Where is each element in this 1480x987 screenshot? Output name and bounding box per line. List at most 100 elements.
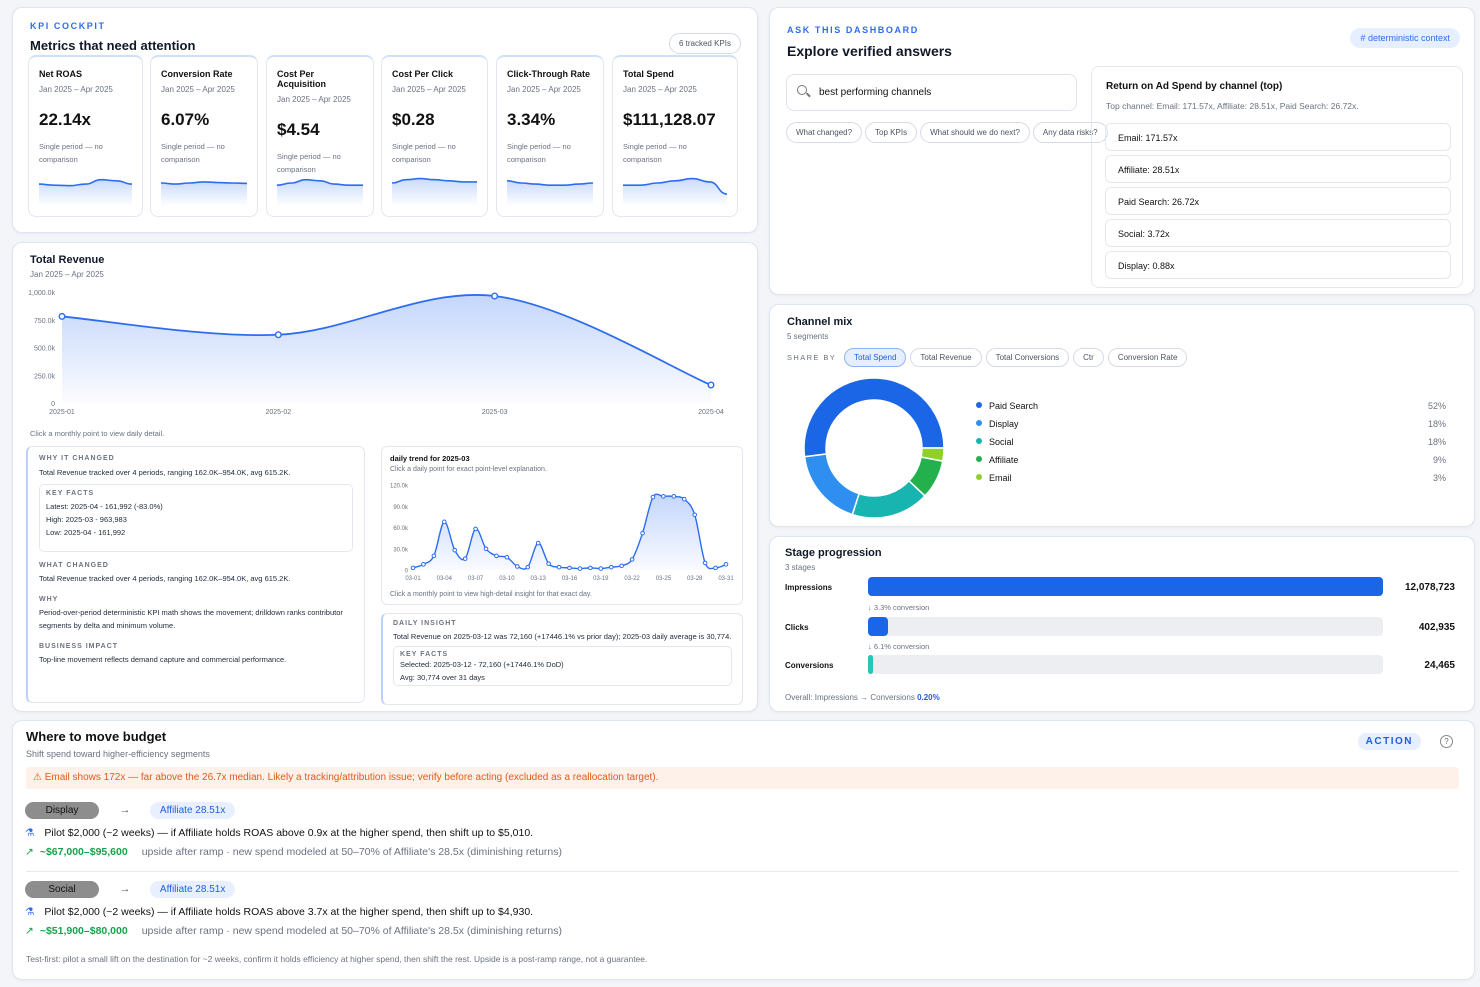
daily-point[interactable]	[702, 560, 708, 566]
suggestion-what-next[interactable]: What should we do next?	[920, 122, 1030, 143]
daily-point[interactable]	[504, 554, 510, 560]
help-icon[interactable]: ?	[1440, 735, 1453, 748]
daily-point[interactable]	[473, 526, 478, 532]
legend-item[interactable]: Social 18%	[976, 437, 1446, 447]
to-segment[interactable]: Affiliate 28.51x	[149, 802, 236, 819]
daily-subtitle: Click a daily point for exact point-leve…	[390, 466, 547, 473]
kpi-card[interactable]: Conversion Rate Jan 2025 – Apr 2025 6.07…	[150, 55, 258, 217]
daily-point[interactable]	[567, 565, 572, 571]
revenue-period: Jan 2025 – Apr 2025	[30, 270, 104, 279]
legend-dot	[976, 438, 982, 444]
daily-point[interactable]	[598, 566, 604, 571]
daily-point[interactable]	[692, 512, 698, 518]
tab-conversion-rate[interactable]: Conversion Rate	[1107, 348, 1188, 367]
stage-row[interactable]: Conversions 24,465	[785, 655, 1455, 675]
donut-slice[interactable]	[803, 453, 861, 516]
stage-track	[868, 577, 1383, 596]
answer-item[interactable]: Display: 0.88x	[1105, 251, 1451, 279]
warning-text: Email shows 172x — far above the 26.7x m…	[44, 772, 659, 783]
search-input[interactable]: best performing channels	[786, 74, 1077, 111]
kpi-card[interactable]: Cost Per Click Jan 2025 – Apr 2025 $0.28…	[381, 55, 488, 217]
stage-subtitle: 3 stages	[785, 563, 816, 572]
stage-row[interactable]: Impressions 12,078,723	[785, 577, 1455, 597]
kpi-card-title: Net ROAS	[39, 69, 83, 79]
answer-card: Return on Ad Spend by channel (top) Top …	[1091, 66, 1463, 288]
daily-point[interactable]	[619, 563, 624, 569]
stage-row[interactable]: Clicks 402,935	[785, 617, 1455, 637]
upside-line: ↗ ~$67,000–$95,600 upside after ramp · new…	[25, 846, 1425, 858]
revenue-point[interactable]	[491, 292, 499, 300]
legend-pct: 52%	[1427, 401, 1446, 411]
daily-point[interactable]	[629, 557, 635, 562]
daily-chart[interactable]: 0 30.0k 60.0k 90.0k 120.0k 03-01 03-04 03-07 03-…	[386, 480, 738, 588]
daily-point[interactable]	[442, 519, 447, 525]
daily-point[interactable]	[431, 553, 437, 559]
kpi-card-title: Total Spend	[623, 69, 674, 79]
kpi-card[interactable]: Cost Per Acquisition Jan 2025 – Apr 2025…	[266, 55, 374, 217]
daily-point[interactable]	[650, 494, 656, 500]
legend-item[interactable]: Affiliate 9%	[976, 455, 1446, 465]
suggestion-data-risks[interactable]: Any data risks?	[1032, 122, 1108, 143]
answer-item[interactable]: Social: 3.72x	[1105, 219, 1451, 247]
revenue-point[interactable]	[58, 312, 66, 320]
search-icon	[797, 85, 807, 95]
daily-point[interactable]	[577, 566, 583, 571]
daily-point[interactable]	[723, 562, 729, 567]
x-tick: 03-07	[468, 576, 484, 582]
tab-total-spend[interactable]: Total Spend	[844, 348, 907, 367]
daily-point[interactable]	[410, 565, 416, 571]
daily-point[interactable]	[483, 546, 489, 552]
legend-item[interactable]: Display 18%	[976, 419, 1446, 429]
daily-point[interactable]	[661, 494, 666, 499]
daily-point[interactable]	[546, 561, 551, 566]
suggestion-top-kpis[interactable]: Top KPIs	[865, 122, 918, 143]
kpi-card[interactable]: Click-Through Rate Jan 2025 – Apr 2025 3…	[496, 55, 604, 217]
upside-note: upside after ramp · new spend modeled at…	[141, 925, 562, 937]
donut-slice[interactable]	[920, 447, 945, 462]
daily-point[interactable]	[681, 496, 687, 502]
daily-point[interactable]	[713, 565, 718, 571]
answer-item[interactable]: Paid Search: 26.72x	[1105, 187, 1451, 215]
what-changed-label: WHAT CHANGED	[39, 562, 109, 569]
upside-value: ~$67,000–$95,600	[39, 846, 128, 858]
kpi-card[interactable]: Net ROAS Jan 2025 – Apr 2025 22.14x Sing…	[28, 55, 143, 217]
revenue-point[interactable]	[274, 331, 282, 339]
y-tick: 120.0k	[390, 484, 409, 490]
upside-note: upside after ramp · new spend modeled at…	[141, 846, 562, 858]
from-segment[interactable]: Social	[25, 881, 99, 898]
daily-point[interactable]	[462, 556, 468, 561]
what-changed-text: Total Revenue tracked over 4 periods, ra…	[39, 574, 291, 583]
from-segment[interactable]: Display	[25, 802, 99, 819]
suggestion-what-changed[interactable]: What changed?	[786, 122, 863, 143]
daily-point[interactable]	[421, 562, 426, 567]
answer-item[interactable]: Email: 171.57x	[1105, 123, 1451, 151]
channel-donut[interactable]	[799, 373, 949, 523]
pilot-line: ⚗ Pilot $2,000 (~2 weeks) — if Affiliate …	[25, 827, 1425, 839]
daily-point[interactable]	[525, 564, 531, 570]
donut-slice[interactable]	[803, 377, 945, 458]
tab-total-conversions[interactable]: Total Conversions	[985, 348, 1070, 367]
daily-point[interactable]	[535, 540, 541, 546]
daily-point[interactable]	[608, 564, 614, 570]
daily-point[interactable]	[640, 530, 645, 536]
revenue-hint: Click a monthly point to view daily deta…	[30, 429, 165, 438]
channel-mix-panel: Channel mix 5 segments SHARE BY Total Sp…	[769, 304, 1475, 527]
daily-point[interactable]	[452, 547, 458, 553]
to-segment[interactable]: Affiliate 28.51x	[149, 881, 236, 898]
daily-point[interactable]	[515, 564, 520, 569]
conversion-rate-1: ↓ 3.3% conversion	[868, 603, 930, 612]
legend-item[interactable]: Email 3%	[976, 473, 1446, 483]
daily-point[interactable]	[494, 553, 499, 559]
revenue-chart[interactable]: 0 250.0k 500.0k 750.0k 1,000.0k 2025-01 2025-0…	[27, 287, 737, 427]
answer-item[interactable]: Affiliate: 28.51x	[1105, 155, 1451, 183]
tab-ctr[interactable]: Ctr	[1073, 348, 1104, 367]
tab-total-revenue[interactable]: Total Revenue	[910, 348, 982, 367]
daily-point[interactable]	[556, 564, 562, 570]
y-tick: 0	[51, 401, 55, 408]
daily-point[interactable]	[671, 494, 677, 499]
legend-item[interactable]: Paid Search 52%	[976, 401, 1446, 411]
kpi-card-value: 6.07%	[161, 110, 210, 129]
daily-point[interactable]	[588, 565, 593, 571]
kpi-card[interactable]: Total Spend Jan 2025 – Apr 2025 $111,128…	[612, 55, 738, 217]
revenue-point[interactable]	[707, 381, 715, 389]
